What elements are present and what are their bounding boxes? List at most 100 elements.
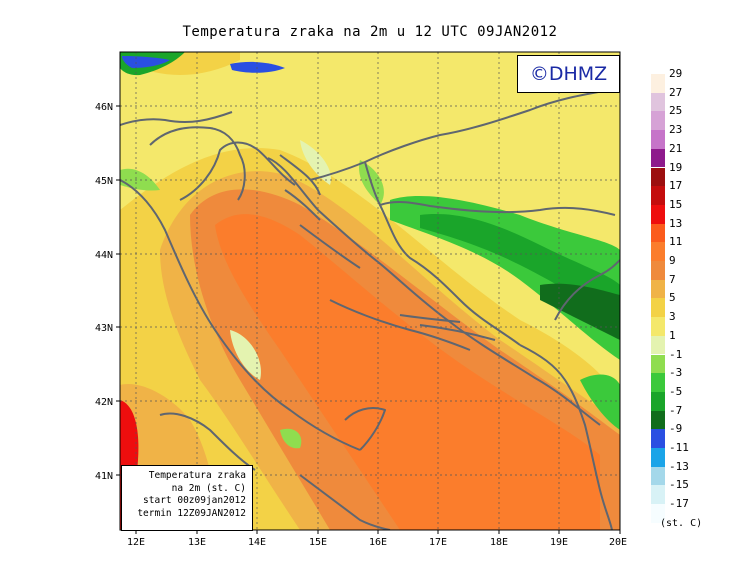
lon-label: 16E [369, 537, 387, 548]
legend-label: -7 [669, 403, 683, 417]
montenegro-albania-border [519, 344, 613, 530]
legend-entry: -11 [651, 441, 691, 467]
legend-entry: 3 [651, 310, 691, 336]
legend-swatch [651, 391, 665, 411]
legend-label: 11 [669, 235, 683, 249]
gargano-spur [344, 407, 386, 451]
legend-swatch [651, 504, 665, 523]
legend-label: -5 [669, 384, 683, 398]
legend-swatch [651, 261, 665, 280]
legend-swatch [651, 130, 665, 149]
legend-swatch [651, 485, 665, 505]
dalmatian-coast [267, 157, 601, 426]
info-line: start 00z09jan2012 [143, 495, 246, 506]
south-islands-2 [399, 314, 496, 341]
legend-entry: 27 [651, 86, 691, 112]
legend-label: 3 [669, 310, 676, 324]
legend-entry: -15 [651, 478, 691, 505]
info-line: termin 12Z09JAN2012 [137, 507, 246, 519]
legend-label: 1 [669, 328, 676, 342]
lat-label: 42N [95, 397, 113, 408]
lon-label: 12E [127, 537, 145, 548]
legend-swatch [651, 335, 665, 355]
legend-label: -1 [669, 347, 683, 361]
legend-label: 9 [669, 254, 676, 267]
lat-label: 44N [95, 250, 113, 261]
serbia-border [554, 259, 620, 321]
lon-label: 20E [609, 537, 627, 548]
legend-unit: (st. C) [660, 518, 703, 529]
legend-entry: -3 [651, 366, 691, 392]
lat-labels: 46N 45N 44N 43N 42N 41N [95, 102, 113, 482]
info-line: na 2m (st. C) [171, 482, 246, 494]
lon-label: 17E [429, 537, 447, 548]
legend-label: 5 [669, 291, 676, 305]
map-field [120, 52, 620, 530]
field-band-minus7 [540, 283, 620, 340]
legend-label: -3 [669, 366, 683, 380]
legend-label: 21 [669, 141, 683, 155]
field-band-minus3-se [580, 374, 620, 430]
legend-label: -17 [669, 497, 689, 511]
legend-entry: 9 [651, 254, 691, 280]
north-border [309, 89, 611, 181]
lon-labels: 12E 13E 14E 15E 16E 17E 18E 19E 20E [127, 537, 627, 548]
info-box: Temperatura zraka na 2m (st. C) start 00… [121, 465, 253, 531]
legend-entry: -9 [651, 422, 691, 448]
south-islands [329, 299, 471, 351]
legend-entry: 29 [651, 67, 691, 93]
dhmz-logo: ©DHMZ [517, 55, 620, 93]
field-band-1-a [230, 330, 261, 380]
legend-label: 29 [669, 67, 683, 80]
legend-entry: 19 [651, 161, 691, 187]
field-band-minus5 [420, 214, 620, 320]
lon-label: 14E [248, 537, 266, 548]
legend-entry: -1 [651, 348, 691, 374]
gargano-coast [159, 412, 256, 471]
bosnia-border [379, 204, 521, 346]
legend-entry: -5 [651, 385, 691, 411]
field-alpine-blue [122, 56, 170, 68]
legend-label: 27 [669, 85, 683, 99]
alpine-border [120, 111, 233, 126]
legend-entry: 7 [651, 273, 691, 299]
legend-swatch [651, 186, 665, 205]
legend-swatch [651, 317, 665, 336]
legend-label: 25 [669, 104, 683, 118]
legend-label: -11 [669, 441, 689, 454]
legend-swatch [651, 111, 665, 131]
field-band-minus3 [390, 195, 620, 360]
legend-label: 23 [669, 123, 683, 137]
lon-label: 15E [309, 537, 327, 548]
legend-swatch [651, 410, 665, 430]
field-band-1-b [300, 140, 331, 185]
islands [279, 154, 361, 269]
legend-swatch [651, 298, 665, 318]
istria-coast [149, 126, 246, 201]
legend-label: 13 [669, 216, 683, 230]
legend-label: -13 [669, 459, 689, 473]
legend-swatch [651, 448, 665, 467]
legend-swatch [651, 242, 665, 261]
lat-label: 45N [95, 176, 113, 187]
coastlines-borders [120, 89, 620, 530]
legend-label: 17 [669, 179, 683, 193]
legend-entry: 17 [651, 179, 691, 205]
legend-label: 15 [669, 197, 683, 211]
field-alpine-blue-2 [230, 61, 285, 73]
legend-entry: 11 [651, 235, 691, 261]
legend-swatch [651, 167, 665, 187]
map-frame [119, 51, 621, 531]
legend-label: -15 [669, 478, 689, 492]
legend-entry: -13 [651, 460, 691, 486]
legend-entry: 23 [651, 123, 691, 149]
lon-label: 19E [550, 537, 568, 548]
legend-swatch [651, 74, 665, 93]
italy-coast [120, 179, 361, 451]
lat-label: 43N [95, 323, 113, 334]
legend-entry: 13 [651, 217, 691, 243]
legend-label: 7 [669, 272, 676, 286]
field-band-11 [215, 214, 600, 530]
map-title: Temperatura zraka na 2m u 12 UTC 09JAN20… [182, 24, 558, 40]
